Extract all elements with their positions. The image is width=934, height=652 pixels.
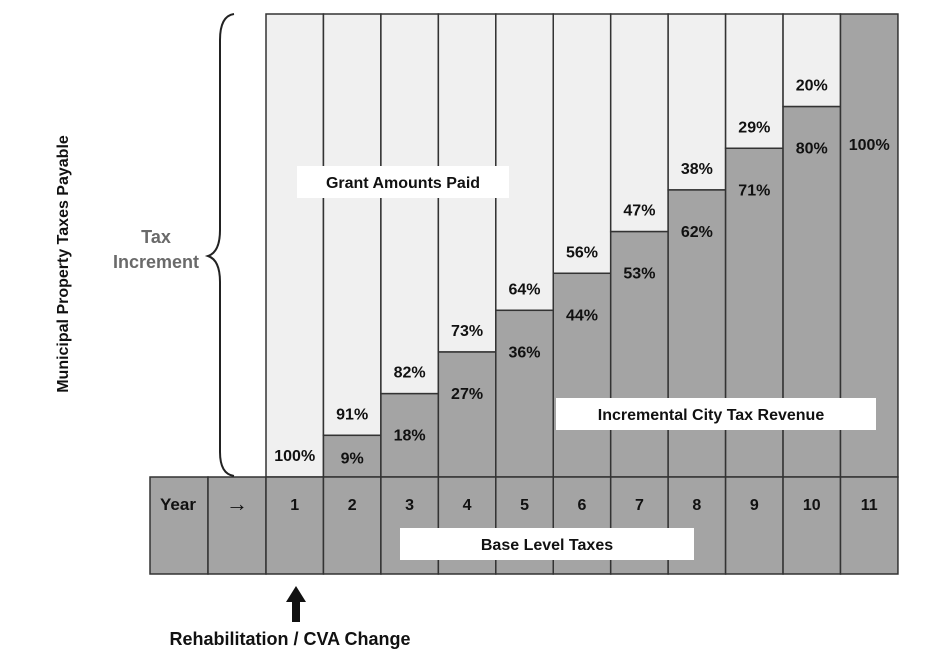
revenue-value-label-year-9: 71% — [738, 182, 770, 199]
bar-grant-year-5 — [495, 13, 554, 312]
year-tick-2: 2 — [348, 497, 357, 514]
year-cell — [149, 476, 209, 575]
grant-amounts-paid-label: Grant Amounts Paid — [326, 175, 480, 192]
arrow-cell — [207, 476, 267, 575]
revenue-value-label-year-10: 80% — [796, 141, 828, 158]
year-tick-3: 3 — [405, 497, 414, 514]
grant-value-label-year-4: 73% — [451, 323, 483, 340]
revenue-value-label-year-7: 53% — [623, 266, 655, 283]
rehabilitation-label: Rehabilitation / CVA Change — [169, 629, 410, 649]
year-arrow: → — [226, 491, 248, 516]
bar-grant-year-6 — [552, 13, 612, 275]
grant-value-label-year-1: 100% — [274, 448, 315, 465]
year-tick-7: 7 — [635, 497, 644, 514]
bar-grant-year-1 — [265, 13, 325, 478]
base-cell-year-1 — [265, 476, 325, 575]
revenue-value-label-year-6: 44% — [566, 307, 598, 324]
grant-value-label-year-5: 64% — [509, 281, 541, 298]
year-label: Year — [160, 495, 196, 514]
revenue-value-label-year-4: 27% — [451, 386, 483, 403]
grant-value-label-year-8: 38% — [681, 161, 713, 178]
year-tick-1: 1 — [290, 497, 299, 514]
bar-grant-year-9 — [724, 13, 784, 150]
bar-grant-year-10 — [782, 13, 842, 108]
grant-value-label-year-10: 20% — [796, 78, 828, 95]
incremental-city-tax-revenue-label: Incremental City Tax Revenue — [598, 407, 825, 424]
revenue-value-label-year-2: 9% — [341, 450, 364, 467]
year-tick-10: 10 — [803, 497, 821, 514]
bar-revenue-year-4 — [437, 351, 497, 478]
year-tick-6: 6 — [578, 497, 587, 514]
revenue-label-box — [556, 398, 876, 430]
revenue-value-label-year-11: 100% — [849, 137, 890, 154]
grant-label-box — [297, 166, 509, 198]
grant-value-label-year-2: 91% — [336, 406, 368, 423]
base-label-box — [400, 528, 694, 560]
base-cell-year-9 — [724, 476, 784, 575]
increment-label: Increment — [113, 252, 199, 272]
bar-grant-year-8 — [667, 13, 727, 191]
y-axis-label: Municipal Property Taxes Payable — [55, 135, 72, 393]
bar-grant-year-2 — [322, 13, 382, 437]
bar-grant-year-3 — [380, 13, 440, 395]
revenue-value-label-year-3: 18% — [394, 428, 426, 445]
bar-revenue-year-6 — [552, 272, 612, 478]
grant-value-label-year-9: 29% — [738, 119, 770, 136]
tax-increment-brace — [204, 13, 235, 477]
grant-value-label-year-6: 56% — [566, 244, 598, 261]
grant-value-label-year-7: 47% — [623, 203, 655, 220]
revenue-value-label-year-5: 36% — [509, 344, 541, 361]
bar-grant-year-7 — [609, 13, 669, 233]
year-tick-5: 5 — [520, 497, 529, 514]
tax-label: Tax — [141, 227, 171, 247]
year-tick-9: 9 — [750, 497, 759, 514]
base-cell-year-10 — [782, 476, 842, 575]
revenue-value-label-year-8: 62% — [681, 224, 713, 241]
year-tick-8: 8 — [692, 497, 701, 514]
base-level-taxes-label: Base Level Taxes — [481, 537, 613, 554]
base-cell-year-2 — [322, 476, 382, 575]
year-tick-4: 4 — [463, 497, 472, 514]
base-cell-year-11 — [839, 476, 899, 575]
overlay-layer: Municipal Property Taxes Payable Tax Inc… — [55, 13, 876, 649]
bar-revenue-year-5 — [495, 309, 554, 478]
up-arrow-icon — [286, 586, 306, 622]
grant-value-label-year-3: 82% — [394, 365, 426, 382]
year-tick-11: 11 — [861, 497, 878, 514]
